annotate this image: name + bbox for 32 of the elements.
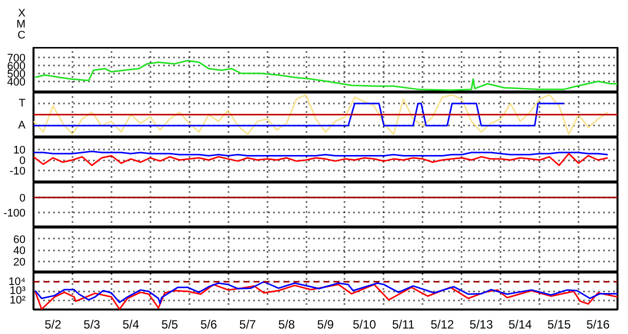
text: M <box>16 18 26 30</box>
y-tick-label: 10 <box>13 144 26 156</box>
x-tick-label: 5/6 <box>200 318 218 332</box>
x-tick-label: 5/3 <box>84 318 101 332</box>
y-tick-label: 10² <box>10 294 26 306</box>
y-tick-label: 40 <box>13 245 26 257</box>
x-tick-label: 5/4 <box>122 318 140 332</box>
x-tick-label: 5/7 <box>239 318 256 332</box>
line-series <box>34 152 609 166</box>
x-tick-label: 5/14 <box>508 318 532 332</box>
y-tick-label: 0 <box>19 155 26 167</box>
x-tick-label: 5/11 <box>392 318 415 332</box>
x-tick-label: 5/12 <box>430 318 454 332</box>
x-tick-label: 5/13 <box>470 318 494 332</box>
x-tick-label: 5/8 <box>278 318 296 332</box>
y-tick-label: 0 <box>19 192 26 204</box>
text: A <box>18 119 26 132</box>
x-tick-label: 5/16 <box>586 318 610 332</box>
y-tick-label: 20 <box>13 256 26 268</box>
y-tick-label: 60 <box>13 234 26 246</box>
y-tick-label: 400 <box>7 76 26 88</box>
x-tick-label: 5/15 <box>547 318 572 332</box>
y-tick-label: -100 <box>3 208 26 220</box>
text: C <box>18 29 26 42</box>
y-tick-label: -10 <box>10 166 26 178</box>
text: T <box>18 97 26 110</box>
x-tick-label: 5/2 <box>44 318 62 332</box>
text: X <box>18 7 26 20</box>
x-tick-label: 5/9 <box>317 318 334 332</box>
y-tick-label: 10³ <box>10 285 26 297</box>
x-tick-label: 5/10 <box>352 318 376 332</box>
x-tick-label: 5/5 <box>161 318 178 332</box>
